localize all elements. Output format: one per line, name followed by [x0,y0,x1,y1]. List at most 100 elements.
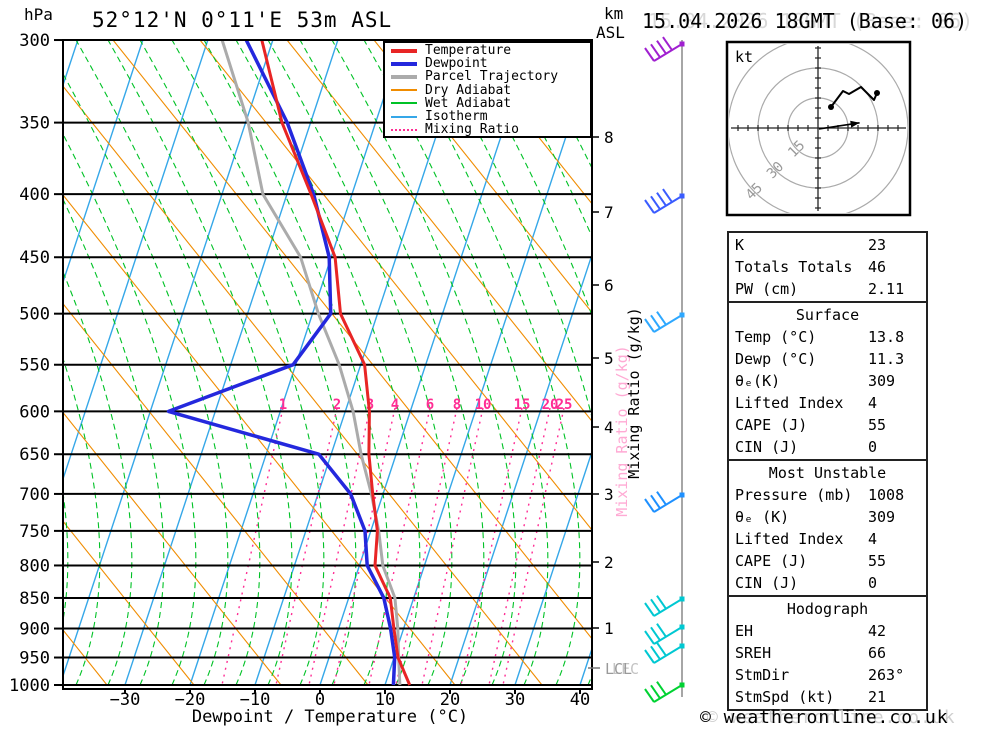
mixing-ratio-line [368,407,431,686]
sounding-curves [166,40,412,686]
hodograph-unit-label: kt [735,48,753,66]
stats-key: Totals Totals [735,258,853,276]
legend-line-sample [391,61,417,66]
isotherm-line [63,40,274,679]
wind-barb [644,681,685,703]
stats-key: CIN (J) [735,438,799,456]
run-datetime-label: 15.04.2026 18GMT (Base: 06) [642,9,968,33]
stats-key: Dewp (°C) [735,350,817,368]
pressure-tick-label: 600 [19,402,50,422]
mixing-ratio-value-label: 25 [556,397,573,413]
wind-barb [644,36,685,62]
isotherm-line [254,40,469,686]
stats-row: CIN (J) 0 [729,572,926,594]
km-tick-label: 3 [604,485,614,504]
pressure-tick-label: 300 [19,31,50,51]
dry-adiabat-line [199,40,592,531]
stats-value: 42 [868,622,887,640]
stats-key: Pressure (mb) [735,486,853,504]
legend-line-sample [391,102,417,105]
stats-row: EH 42 [729,620,926,642]
isotherm-line [63,40,144,285]
wet-adiabat-line [267,40,453,686]
legend-line-sample [391,115,417,118]
wet-adiabat-line [63,198,165,686]
stats-value: 1008 [868,486,905,504]
wet-adiabat-line [331,40,517,686]
wet-adiabat-line [171,40,357,686]
mixing-ratio-value-label: 4 [391,397,399,413]
stats-section-indices: K 23 Totals Totals 46 PW (cm) 2.11 [729,233,926,301]
legend-item-dewpoint: Dewpoint [391,57,590,70]
stats-key: CIN (J) [735,574,799,592]
dry-adiabat-line [63,194,456,686]
mixing-ratio-value-label: 8 [453,397,461,413]
km-tick-label: 2 [604,553,614,572]
km-tick-label: 4 [604,418,614,437]
pressure-tick-label: 400 [19,185,50,205]
temperature-curve [260,40,412,686]
hodograph-ring-label: 45 [743,180,766,203]
stats-value: 55 [868,552,887,570]
legend-label: Parcel Trajectory [425,69,559,85]
legend-label: Dry Adiabat [425,82,512,98]
wet-adiabat-line [139,40,325,686]
mixing-ratio-value-label: 1 [279,397,287,413]
copyright: © weatheronline.co.uk [700,707,949,728]
stats-row: Totals Totals 46 [729,256,926,278]
stats-value: 2.11 [868,280,905,298]
stats-row: StmDir 263° [729,664,926,686]
stats-row: CAPE (J) 55 [729,550,926,572]
isotherm-line [449,252,592,686]
lcl-marker-label: LCL [605,660,633,678]
stats-value: 21 [868,688,887,706]
km-tick-label: 5 [604,349,614,368]
wet-adiabat-line [395,40,581,686]
pressure-tick-label: 850 [19,589,50,609]
stats-key: PW (cm) [735,280,799,298]
km-axis-unit-label: km [604,4,624,23]
stats-row: Dewp (°C) 11.3 [729,348,926,370]
mixing-ratio-value-label: 20 [542,397,559,413]
isotherm-line [124,40,339,686]
stats-key: SREH [735,644,772,662]
km-tick-label: 8 [604,128,614,147]
wet-adiabat-line [0,40,4,685]
wind-barb [644,188,685,214]
legend-item-isotherm: Isotherm [391,110,590,123]
temp-tick-label: −30 [110,690,141,710]
mixing-ratio-line [308,407,371,686]
mixing-ratio-value-label: 6 [426,397,434,413]
stats-value: 0 [868,438,878,456]
pressure-tick-label: 700 [19,485,50,505]
legend-item-temperature: Temperature [391,44,590,57]
dry-adiabat-line [63,302,369,686]
stats-value: 55 [868,416,887,434]
wet-adiabat-line [75,40,261,686]
mixing-ratio-value-label: 2 [333,397,341,413]
stats-row: CIN (J) 0 [729,436,926,458]
wet-adiabat-line [63,356,101,686]
stats-row: K 23 [729,234,926,256]
stats-key: CAPE (J) [735,416,808,434]
stats-row: θₑ(K) 309 [729,370,926,392]
km-tick-label: 6 [604,276,614,295]
legend-line-sample [391,48,417,53]
temp-tick-label: 10 [375,690,395,710]
stats-value: 66 [868,644,887,662]
dry-adiabat-line [63,629,108,686]
temp-tick-label: 30 [505,690,525,710]
wind-barb [644,491,685,513]
stats-section-surface: Surface Temp (°C) 13.8 Dewp (°C) 11.3 θₑ(K) 30… [729,301,926,459]
legend-item-parcel-trajectory: Parcel Trajectory [391,70,590,83]
stats-key: Lifted Index [735,394,844,412]
stats-section-most-unstable: Most Unstable Pressure (mb) 1008 θₑ (K) 309 L… [729,459,926,595]
legend-line-sample [391,89,417,92]
mixing-ratio-value-label: 15 [514,397,531,413]
hodograph-trace [830,86,878,108]
pressure-tick-label: 750 [19,522,50,542]
wet-adiabat-line [63,133,197,686]
mixing-ratio-value-label: 10 [475,397,492,413]
